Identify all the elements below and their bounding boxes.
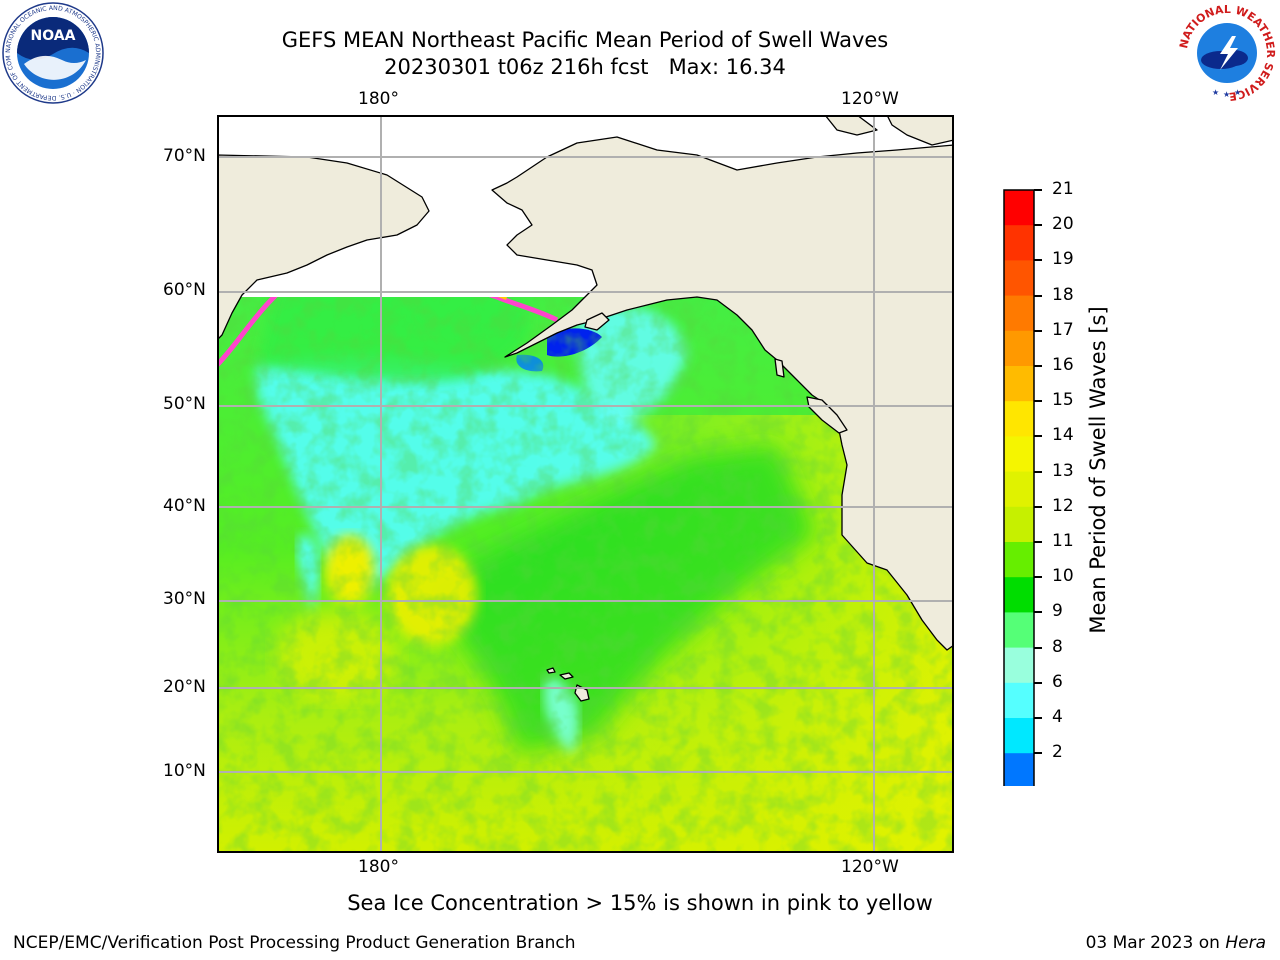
swell-period-map	[217, 115, 954, 853]
colorbar-tick-mark	[1034, 224, 1042, 227]
map-panel	[217, 115, 954, 853]
colorbar-swatch	[1004, 612, 1034, 649]
colorbar-tick-label: 6	[1052, 671, 1063, 692]
colorbar-swatch	[1004, 577, 1034, 613]
map-title: GEFS MEAN Northeast Pacific Mean Period …	[281, 28, 889, 52]
lat-label-30n: 30°N	[163, 589, 206, 609]
colorbar-tick-label: 10	[1052, 566, 1074, 587]
colorbar-tick-mark	[1034, 646, 1042, 649]
colorbar-tick-label: 19	[1052, 249, 1074, 270]
map-subtitle: 20230301 t06z 216h fcst Max: 16.34	[384, 55, 786, 79]
colorbar-tick-mark	[1034, 259, 1042, 262]
colorbar-tick-mark	[1034, 611, 1042, 614]
colorbar-swatch	[1004, 366, 1034, 402]
colorbar-tick-label: 11	[1052, 531, 1074, 551]
colorbar-swatch	[1004, 471, 1034, 508]
lat-label-70n: 70°N	[163, 146, 206, 166]
svg-text:★: ★	[1212, 88, 1219, 97]
colorbar-swatch	[1004, 506, 1034, 543]
colorbar-tick-mark	[1034, 189, 1042, 191]
colorbar-swatch	[1004, 330, 1034, 367]
svg-text:★: ★	[1234, 88, 1241, 97]
colorbar-tick-mark	[1034, 470, 1042, 473]
colorbar	[1000, 186, 1040, 818]
sea-ice-note: Sea Ice Concentration > 15% is shown in …	[347, 891, 933, 915]
colorbar-tick-label: 21	[1052, 179, 1074, 199]
noaa-logo: NATIONAL OCEANIC AND ATMOSPHERIC ADMINIS…	[0, 0, 104, 104]
lon-label-top-180: 180°	[358, 89, 399, 109]
colorbar-tick-label: 8	[1052, 636, 1063, 657]
colorbar-tick-mark	[1034, 541, 1042, 543]
colorbar-swatches	[1002, 189, 1036, 818]
colorbar-label-text: Mean Period of Swell Waves [s]	[1086, 306, 1110, 634]
lat-label-20n: 20°N	[163, 677, 206, 697]
colorbar-tick-mark	[1034, 329, 1042, 332]
footer-date-text: 03 Mar 2023 on	[1085, 933, 1226, 953]
footer-date: 03 Mar 2023 on Hera	[1086, 933, 1266, 953]
colorbar-tick-label: 17	[1052, 319, 1074, 340]
lat-label-60n: 60°N	[163, 280, 206, 300]
colorbar-swatch	[1004, 718, 1034, 754]
colorbar-swatch	[1004, 436, 1034, 473]
colorbar-swatch	[1004, 401, 1034, 437]
colorbar-tick-mark	[1034, 717, 1042, 719]
colorbar-swatch	[1004, 753, 1034, 789]
lat-label-40n: 40°N	[163, 496, 206, 516]
noaa-logo-text: NOAA	[31, 28, 76, 44]
colorbar-tick-label: 15	[1052, 390, 1074, 411]
colorbar-swatch	[1004, 260, 1034, 297]
lat-label-10n: 10°N	[163, 761, 206, 781]
colorbar-tick-mark	[1034, 681, 1042, 684]
colorbar-tick-mark	[1034, 294, 1042, 297]
colorbar-swatch	[1004, 295, 1034, 332]
colorbar-tick-label: 20	[1052, 214, 1074, 235]
lat-label-50n: 50°N	[163, 394, 206, 414]
footer-machine: Hera	[1225, 933, 1266, 953]
colorbar-tick-label: 12	[1052, 495, 1074, 516]
colorbar-tick-mark	[1034, 365, 1042, 367]
colorbar-tick-mark	[1034, 505, 1042, 508]
colorbar-tick-mark	[1034, 435, 1042, 438]
colorbar-tick-mark	[1034, 576, 1042, 579]
colorbar-tick-label: 14	[1052, 425, 1074, 446]
colorbar-tick-mark	[1034, 752, 1042, 755]
colorbar-tick-label: 2	[1052, 742, 1063, 763]
colorbar-tick-label: 13	[1052, 460, 1074, 481]
lon-label-top-120w: 120°W	[841, 89, 899, 109]
nws-logo: NATIONAL WEATHER SERVICE ★ ★ ★	[1176, 2, 1278, 104]
colorbar-tick-label: 4	[1052, 707, 1063, 727]
svg-text:★: ★	[1223, 90, 1230, 99]
lon-label-bottom-180: 180°	[358, 857, 399, 877]
footer-credit: NCEP/EMC/Verification Post Processing Pr…	[13, 933, 576, 953]
colorbar-swatch	[1004, 542, 1034, 578]
colorbar-tick-label: 16	[1052, 355, 1074, 375]
colorbar-swatch	[1004, 647, 1034, 684]
lon-label-bottom-120w: 120°W	[841, 857, 899, 877]
colorbar-swatch	[1004, 225, 1034, 261]
colorbar-tick-label: 18	[1052, 284, 1074, 305]
colorbar-swatch	[1004, 682, 1034, 719]
colorbar-tick-mark	[1034, 400, 1042, 403]
colorbar-tick-label: 9	[1052, 601, 1063, 622]
colorbar-swatch	[1004, 190, 1034, 226]
